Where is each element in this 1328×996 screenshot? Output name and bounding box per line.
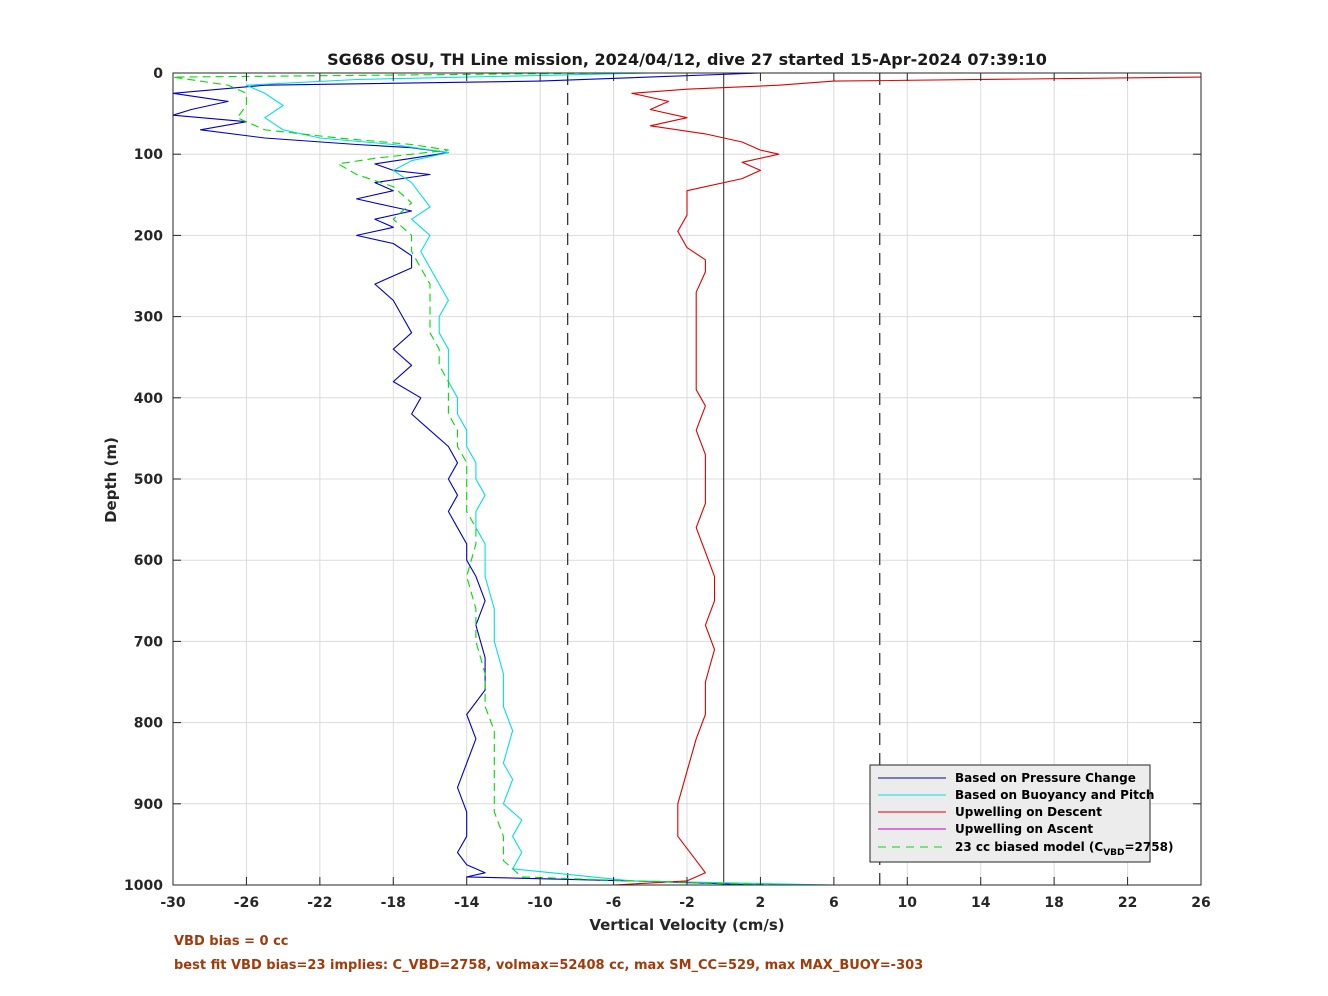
y-tick-label: 200 xyxy=(134,228,163,244)
series-line-23-cc-biased-model-c-vbd-2758 xyxy=(172,72,779,886)
x-tick-label: -22 xyxy=(307,895,332,911)
y-tick-label: 400 xyxy=(134,391,163,407)
y-tick-label: 600 xyxy=(134,553,163,569)
x-tick-label: -10 xyxy=(527,895,553,911)
x-tick-label: -30 xyxy=(160,895,186,911)
x-tick-label: -6 xyxy=(606,895,622,911)
x-tick-label: -18 xyxy=(381,895,406,911)
x-tick-label: -26 xyxy=(234,895,259,911)
y-tick-label: 300 xyxy=(134,310,163,326)
axis-ticks xyxy=(172,72,1202,886)
legend-box xyxy=(869,764,1151,863)
best-fit-note: best fit VBD bias=23 implies: C_VBD=2758… xyxy=(174,958,924,973)
x-tick-labels: -30 -26 -22 -18 -14 -10 -6 -2 2 6 10 14 18 22 26 xyxy=(160,895,1210,911)
y-axis-label: Depth (m) xyxy=(102,437,120,523)
grid-lines xyxy=(172,72,1202,886)
legend: Based on Pressure Change Based on Buoyan… xyxy=(869,764,1173,863)
x-tick-label: 14 xyxy=(971,895,991,911)
y-tick-label: 500 xyxy=(134,472,163,488)
legend-model-suffix: =2758) xyxy=(1125,840,1174,854)
reference-lines xyxy=(567,73,881,885)
legend-model-prefix: 23 cc biased model (C xyxy=(955,840,1103,854)
legend-label-ascent: Upwelling on Ascent xyxy=(955,822,1093,836)
y-tick-label: 1000 xyxy=(124,878,163,894)
x-tick-label: 26 xyxy=(1191,895,1210,911)
y-tick-label: 100 xyxy=(134,147,163,163)
y-tick-label: 0 xyxy=(153,66,163,82)
legend-label-model: 23 cc biased model (CVBD=2758) xyxy=(955,840,1173,858)
legend-label-pressure: Based on Pressure Change xyxy=(955,771,1136,785)
x-tick-label: -2 xyxy=(679,895,695,911)
legend-label-descent: Upwelling on Descent xyxy=(955,805,1102,819)
vbd-bias-note: VBD bias = 0 cc xyxy=(174,934,289,949)
y-tick-labels: 0 100 200 300 400 500 600 700 800 900 1000 xyxy=(124,66,163,894)
x-tick-label: 22 xyxy=(1118,895,1137,911)
x-tick-label: 6 xyxy=(829,895,839,911)
data-series xyxy=(172,72,1202,886)
x-tick-label: 18 xyxy=(1044,895,1063,911)
legend-model-sub: VBD xyxy=(1103,848,1124,858)
legend-label-buoyancy: Based on Buoyancy and Pitch xyxy=(955,788,1154,802)
y-tick-label: 800 xyxy=(134,716,163,732)
x-tick-label: -14 xyxy=(454,895,480,911)
x-tick-label: 10 xyxy=(898,895,918,911)
x-tick-label: 2 xyxy=(756,895,766,911)
series-line-upwelling-on-descent xyxy=(613,76,1202,886)
y-tick-label: 700 xyxy=(134,634,163,650)
x-axis-label: Vertical Velocity (cm/s) xyxy=(589,916,784,934)
chart-title: SG686 OSU, TH Line mission, 2024/04/12, … xyxy=(327,50,1047,69)
series-line-based-on-pressure-change xyxy=(172,72,761,886)
y-tick-label: 900 xyxy=(134,797,163,813)
